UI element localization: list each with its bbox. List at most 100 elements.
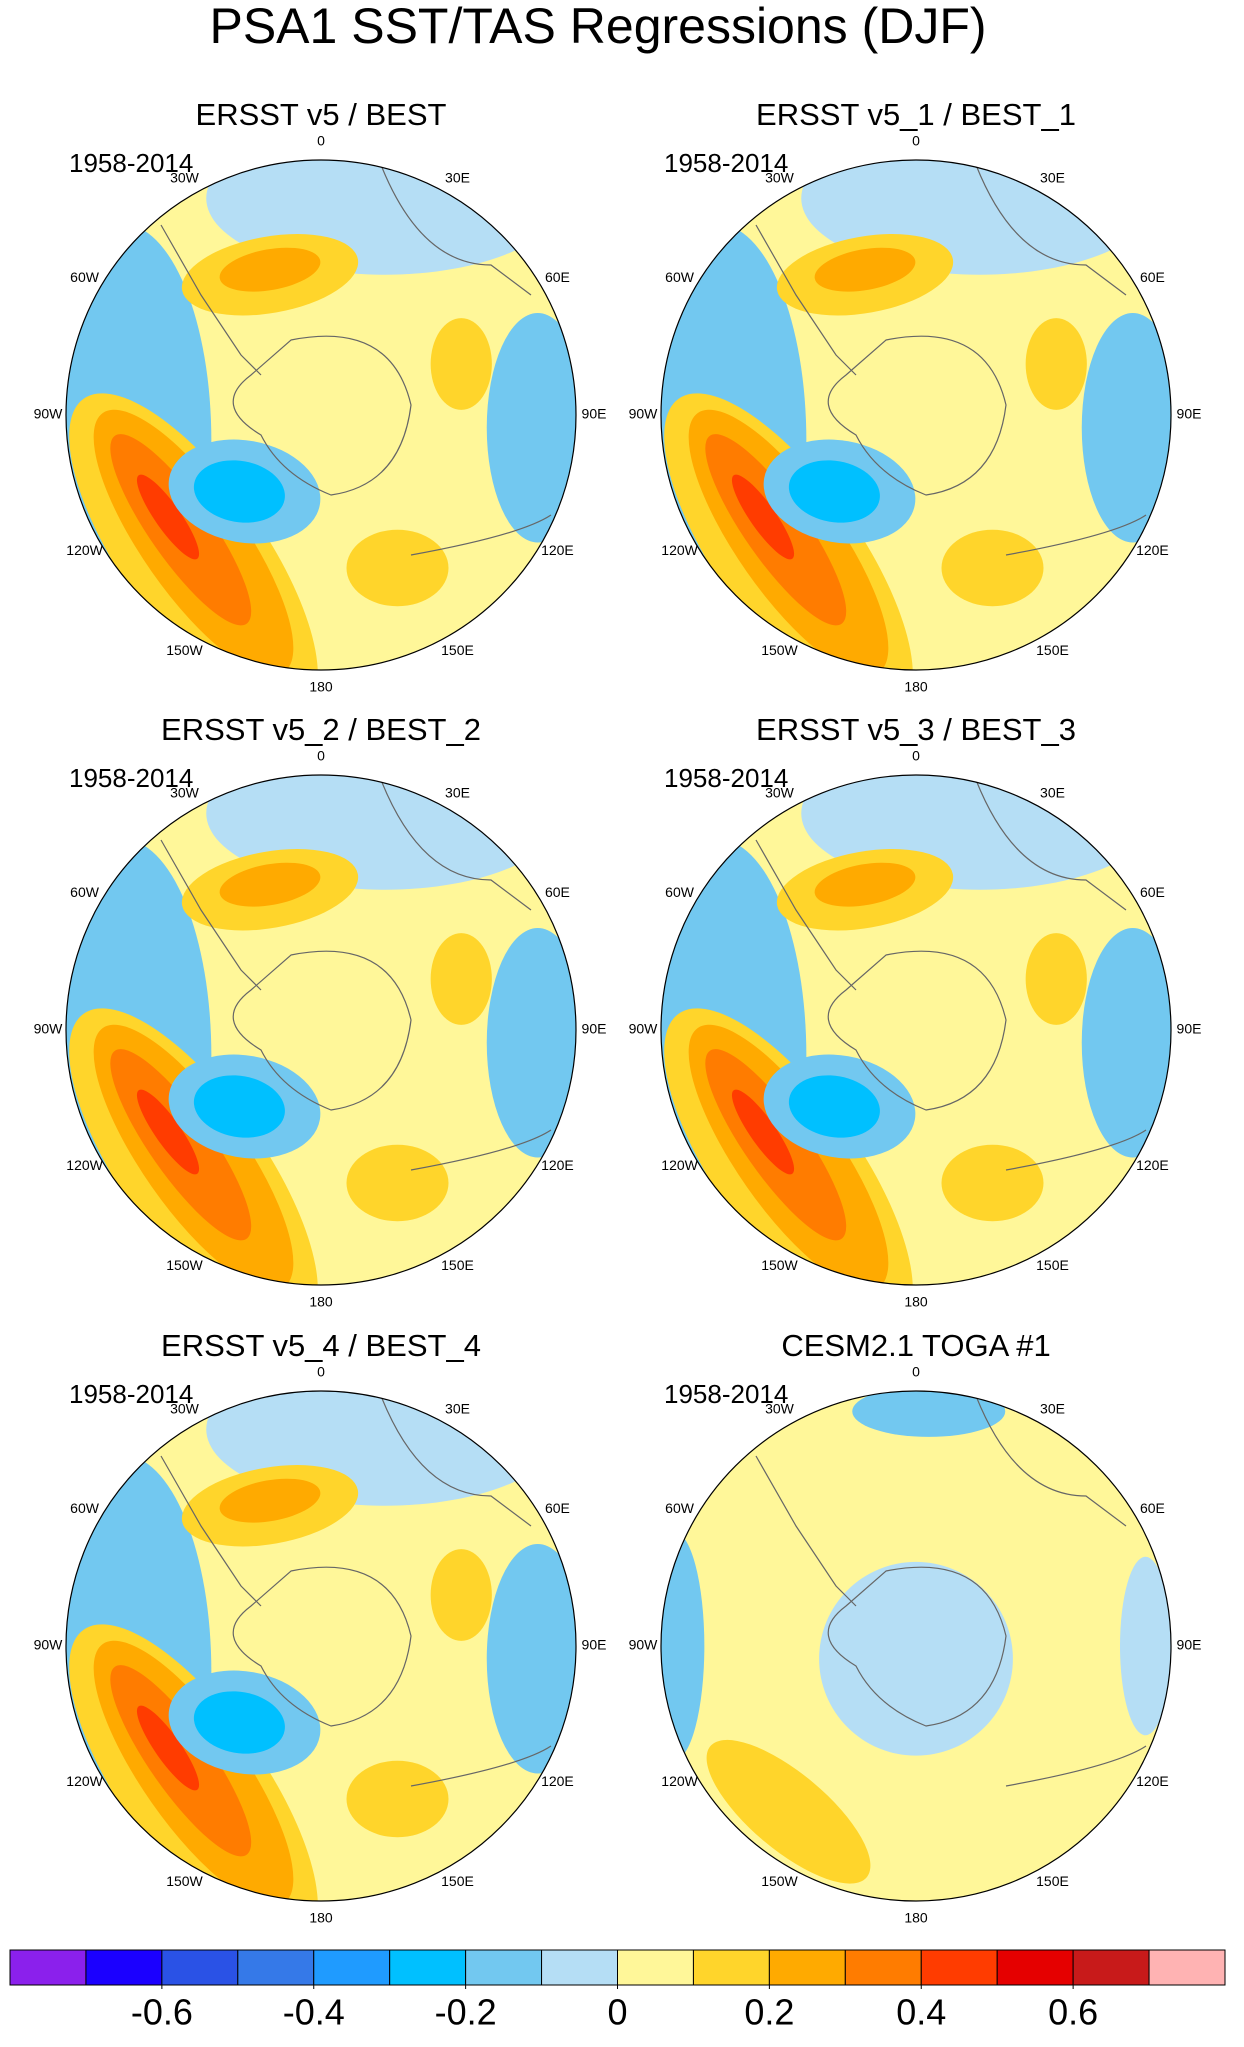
longitude-label: 30W [170,169,200,185]
antarctica [827,335,1007,496]
anomaly-region [1081,928,1171,1158]
australia [1005,514,1147,556]
anomaly-region [788,460,880,523]
longitude-label: 120W [66,1157,103,1173]
map-field [661,160,1171,670]
antarctica [232,1566,412,1727]
colorbar-box [85,1949,163,1986]
longitude-label: 150W [166,1873,203,1889]
longitude-label: 0 [912,748,920,764]
australia [1005,1129,1147,1171]
longitude-label: 150W [761,1257,798,1273]
australia [410,1129,552,1171]
longitude-label: 60E [1140,269,1165,285]
longitude-label: 120W [66,1773,103,1789]
anomaly-region [1081,313,1171,543]
colorbar-box [1072,1949,1150,1986]
south-america [160,1455,262,1607]
longitude-label: 150W [761,642,798,658]
longitude-label: 90E [582,1021,607,1037]
period-label: 1958-2014 [664,1379,788,1409]
longitude-label: 90W [34,1637,64,1653]
anomaly-region [486,313,576,543]
longitude-label: 90E [1177,1021,1202,1037]
map-field [661,1391,1171,1901]
longitude-label: 180 [904,679,928,695]
panel-title: ERSST v5 / BEST [196,97,447,132]
colorbar-box [161,1949,239,1986]
longitude-label: 120W [66,542,103,558]
longitude-label: 60W [665,1500,695,1516]
antarctica [232,335,412,496]
longitude-label: 150E [1036,1873,1069,1889]
longitude-label: 0 [912,1364,920,1380]
anomaly-region [941,529,1044,607]
anomaly-region [788,1075,880,1138]
map-panel: ERSST v5_2 / BEST_2 1958-2014 0 30E 60E 90E 12… [34,712,607,1310]
south-america [160,839,262,991]
longitude-label: 180 [309,1294,333,1310]
anomaly-region [136,1089,200,1175]
longitude-label: 90W [34,1021,64,1037]
longitude-label: 30E [445,784,470,800]
colorbar-label: 0.2 [744,1992,794,2033]
map-border [660,774,1172,1286]
colorbar-box [768,1949,846,1986]
anomaly-region [814,862,916,907]
anomaly-region [661,1531,705,1761]
map-field [66,775,576,1285]
anomaly-region [731,474,795,560]
anomaly-region [1120,1556,1171,1736]
antarctica [827,1566,1007,1727]
longitude-label: 150E [1036,1257,1069,1273]
anomaly-region [219,1478,321,1523]
colorbar-box [844,1949,922,1986]
panel-title: ERSST v5_2 / BEST_2 [161,712,481,747]
colorbar-box [389,1949,467,1986]
longitude-label: 150E [441,1873,474,1889]
anomaly-region [1025,318,1087,410]
anomaly-region [486,928,576,1158]
colorbar-box [996,1949,1074,1986]
longitude-label: 120E [1136,542,1169,558]
colorbar-box [920,1949,998,1986]
colorbar-box [9,1949,87,1986]
longitude-label: 60W [70,1500,100,1516]
anomaly-region [706,1739,871,1884]
south-america [160,224,262,376]
longitude-label: 150W [166,1257,203,1273]
australia [1005,1745,1147,1787]
anomaly-region [193,1075,285,1138]
map-panel: ERSST v5_3 / BEST_3 1958-2014 0 30E 60E 90E 12… [629,712,1202,1310]
anomaly-region [430,1549,492,1641]
anomaly-region [193,460,285,523]
longitude-label: 150W [166,642,203,658]
longitude-label: 0 [317,1364,325,1380]
longitude-label: 60E [1140,884,1165,900]
longitude-label: 30W [170,1400,200,1416]
longitude-label: 30E [445,169,470,185]
longitude-label: 0 [912,133,920,149]
colorbar-box [1148,1949,1226,1986]
south-america [755,839,857,991]
anomaly-region [486,1544,576,1774]
map-border [660,159,1172,671]
colorbar-label: 0.4 [896,1992,946,2033]
longitude-label: 90E [1177,406,1202,422]
africa [380,164,532,296]
longitude-label: 90W [629,1021,659,1037]
period-label: 1958-2014 [664,763,788,793]
anomaly-region [136,1705,200,1791]
anomaly-region [136,474,200,560]
colorbar-box [237,1949,315,1986]
colorbar-label: 0 [607,1992,627,2033]
longitude-label: 30E [1040,784,1065,800]
longitude-label: 180 [904,1910,928,1926]
longitude-label: 30W [765,784,795,800]
colorbar-box [617,1949,694,1986]
panel-title: ERSST v5_3 / BEST_3 [756,712,1076,747]
anomaly-region [346,529,449,607]
period-label: 1958-2014 [69,148,193,178]
